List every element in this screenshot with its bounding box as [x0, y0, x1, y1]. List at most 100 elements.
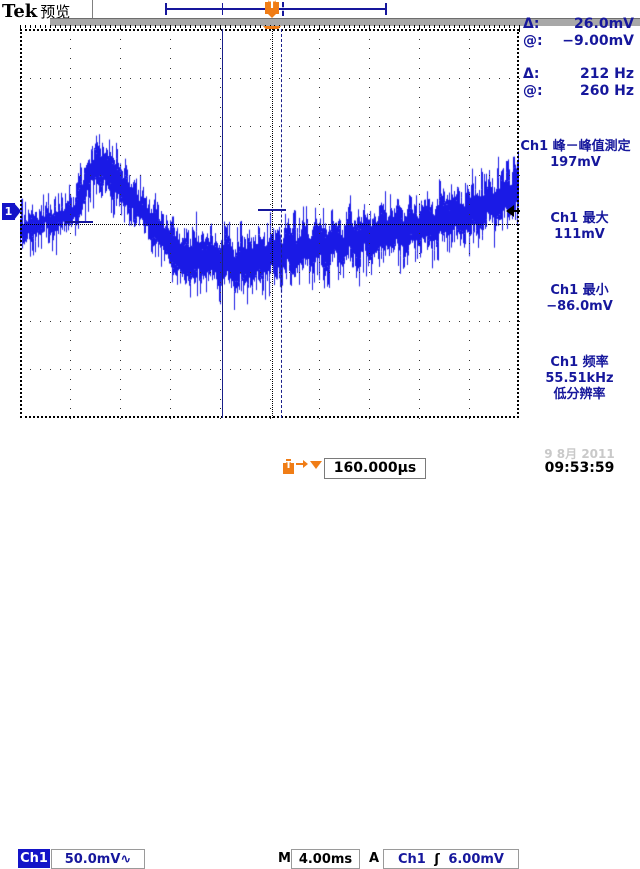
ruler-tick — [424, 25, 425, 28]
horizontal-scale-chip[interactable]: 4.00ms — [291, 849, 360, 869]
hpos-trigger-icon-notch-left — [283, 459, 286, 463]
ruler-tick — [299, 25, 300, 28]
measurement-pk-pk-value: 197mV — [550, 155, 601, 170]
graticule-dot-col — [419, 29, 420, 419]
hpos-arrow-head-icon — [303, 460, 308, 468]
ground-marker-box — [2, 203, 15, 220]
cursor-readout-frequency: Δ: 212 Hz @: 260 Hz — [519, 66, 640, 100]
trigger-settings-chip[interactable]: Ch1 ʃ 6.00mV — [383, 849, 519, 869]
measurement-minimum-title: Ch1 最小 — [550, 283, 609, 298]
horizontal-position-readout[interactable]: T 160.000μs — [283, 458, 428, 479]
ruler-tick — [115, 25, 116, 28]
record-trigger-tick — [282, 2, 284, 16]
measurement-pk-pk[interactable]: Ch1 峰－峰值測定 197mV — [511, 139, 640, 171]
ruler-tick — [324, 25, 325, 28]
clock-time: 09:53:59 — [544, 460, 615, 476]
ruler-tick — [304, 25, 305, 28]
ruler-tick — [45, 25, 46, 28]
ruler-tick — [140, 25, 141, 28]
ruler-tick — [260, 25, 261, 28]
ruler-tick — [309, 25, 310, 28]
ruler-tick — [374, 25, 375, 28]
measurement-panel: Δ: 26.0mV @: −9.00mV Δ: 212 Hz @: 260 Hz… — [519, 16, 640, 416]
channel-ground-marker[interactable]: 1 — [2, 203, 21, 220]
ruler-tick — [165, 25, 166, 28]
ruler-tick — [150, 25, 151, 28]
ruler-tick — [235, 25, 236, 28]
record-center-tick — [222, 3, 223, 15]
horizontal-scale-prefix: M — [278, 851, 291, 866]
cursor-readout-voltage: Δ: 26.0mV @: −9.00mV — [519, 16, 640, 50]
trigger-slope-icon: ʃ — [434, 852, 440, 867]
ruler-tick — [339, 25, 340, 28]
coupling-icon: ∿ — [120, 852, 132, 867]
measurement-pk-pk-title: Ch1 峰－峰值測定 — [520, 139, 631, 154]
trigger-level-marker[interactable] — [506, 205, 520, 217]
clock-date: 9 8月 2011 — [544, 447, 615, 461]
ruler-tick — [319, 25, 320, 32]
trigger-badge-letter: T — [268, 0, 276, 11]
ruler-tick — [80, 25, 81, 28]
ruler-tick — [135, 25, 136, 28]
trigger-badge-tip — [267, 13, 277, 18]
ruler-tick — [35, 25, 36, 28]
ruler-tick — [110, 25, 111, 28]
ruler-tick — [454, 25, 455, 28]
cursor-line-a[interactable] — [222, 29, 223, 418]
cursor-line-b[interactable] — [281, 29, 282, 418]
hpos-value[interactable]: 160.000μs — [324, 458, 426, 479]
ruler-tick — [479, 25, 480, 28]
hpos-down-triangle-icon — [310, 461, 322, 469]
ruler-tick — [155, 25, 156, 28]
trigger-badge-notch-right — [276, 0, 279, 2]
measurement-frequency[interactable]: Ch1 频率 55.51kHz 低分辨率 — [519, 355, 640, 403]
graticule[interactable] — [20, 29, 520, 419]
channel-1-tag[interactable]: Ch1 — [18, 849, 50, 868]
measurement-minimum-value: −86.0mV — [546, 299, 613, 314]
ruler-tick — [509, 25, 510, 28]
measurement-maximum[interactable]: Ch1 最大 111mV — [519, 211, 640, 243]
ruler-tick — [489, 25, 490, 28]
measurement-minimum[interactable]: Ch1 最小 −86.0mV — [519, 283, 640, 315]
ruler-tick — [364, 25, 365, 28]
waveform-trace — [20, 29, 519, 418]
ruler-tick — [65, 25, 66, 28]
ruler-tick — [444, 25, 445, 28]
vertical-scale-chip[interactable]: 50.0mV∿ — [51, 849, 145, 869]
ruler-tick — [50, 25, 51, 28]
ruler-tick — [469, 25, 470, 32]
ruler-tick — [409, 25, 410, 28]
cursor-frequency-at-label: @: — [523, 83, 543, 99]
ruler-tick — [195, 25, 196, 28]
cursor-frequency-at-row: @: 260 Hz — [519, 83, 640, 100]
clock: 9 8月 2011 09:53:59 — [519, 448, 640, 476]
ruler-tick — [314, 25, 315, 28]
ruler-tick-row — [20, 25, 520, 32]
ruler-tick — [145, 25, 146, 28]
ruler-tick — [519, 25, 520, 32]
ruler-tick — [349, 25, 350, 28]
trigger-position-badge-top[interactable]: T — [265, 0, 279, 20]
ruler-tick — [514, 25, 515, 28]
acquisition-mode-label: 预览 — [40, 3, 71, 21]
measurement-frequency-note: 低分辨率 — [553, 387, 606, 402]
center-horizontal-axis — [20, 224, 519, 225]
trigger-badge-notch-left — [265, 0, 268, 2]
ruler-tick — [200, 25, 201, 28]
measurement-maximum-title: Ch1 最大 — [550, 211, 609, 226]
ruler-tick — [329, 25, 330, 28]
ruler-tick — [220, 25, 221, 32]
ruler-tick — [130, 25, 131, 28]
hpos-arrow-shaft-icon — [296, 463, 305, 465]
graticule-dot-row — [20, 321, 520, 322]
cursor-frequency-delta-row: Δ: 212 Hz — [519, 66, 640, 83]
ruler-tick — [399, 25, 400, 28]
cursor-voltage-delta-label: Δ: — [523, 16, 540, 32]
ruler-tick — [284, 25, 285, 28]
measurement-frequency-value: 55.51kHz — [545, 371, 614, 386]
ruler-tick — [190, 25, 191, 28]
trigger-level-value: 6.00mV — [448, 852, 504, 867]
ruler-tick — [30, 25, 31, 28]
ruler-tick — [394, 25, 395, 28]
ruler-tick — [90, 25, 91, 28]
